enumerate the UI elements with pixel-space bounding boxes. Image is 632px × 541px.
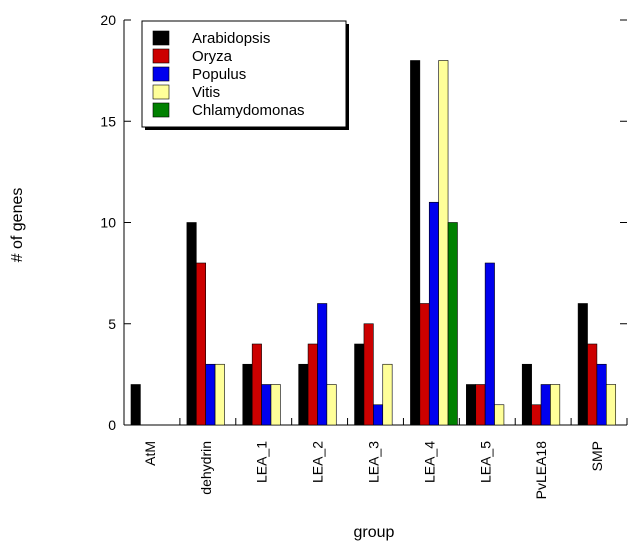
x-tick-label: dehydrin xyxy=(198,441,214,495)
bar-populus-lea_2 xyxy=(317,303,328,426)
x-axis-label: group xyxy=(354,524,395,541)
legend-label: Arabidopsis xyxy=(192,30,270,47)
bar-populus-lea_1 xyxy=(261,384,272,426)
y-tick-label: 15 xyxy=(100,113,116,129)
x-tick-label: LEA_4 xyxy=(421,441,437,483)
bar-oryza-lea_1 xyxy=(251,343,262,426)
bar-arabidopsis-lea_3 xyxy=(354,343,365,426)
legend-swatch xyxy=(152,84,170,100)
legend-swatch xyxy=(152,102,170,118)
bar-vitis-lea_4 xyxy=(438,60,449,426)
bar-arabidopsis-atm xyxy=(130,384,141,426)
bar-vitis-dehydrin xyxy=(214,363,225,426)
bar-arabidopsis-smp xyxy=(577,303,588,426)
x-tick-label: LEA_2 xyxy=(310,441,326,483)
bar-populus-smp xyxy=(596,363,607,426)
bar-oryza-smp xyxy=(587,343,598,426)
bars xyxy=(130,60,617,426)
y-axis-label: # of genes xyxy=(9,188,26,263)
bar-chlamydomonas-lea_4 xyxy=(447,222,458,426)
bar-vitis-lea_5 xyxy=(494,404,505,426)
bar-vitis-smp xyxy=(606,384,617,426)
legend-label: Vitis xyxy=(192,84,220,101)
axes: 0 5 10 15 20 AtM dehydrin LEA_1 LEA_2 LEA_3 LEA_4 L… xyxy=(100,12,628,500)
y-tick-label: 20 xyxy=(100,12,116,28)
x-tick-label: AtM xyxy=(142,441,158,466)
legend-swatch xyxy=(152,48,170,64)
bar-arabidopsis-lea_4 xyxy=(410,60,421,426)
y-tick-label: 0 xyxy=(108,417,116,433)
bar-vitis-lea_2 xyxy=(326,384,337,426)
legend-box xyxy=(141,20,347,128)
bar-arabidopsis-pvlea18 xyxy=(521,363,532,426)
legend: ArabidopsisOryzaPopulusVitisChlamydomona… xyxy=(141,20,349,130)
legend-label: Chlamydomonas xyxy=(192,102,305,119)
bar-oryza-lea_5 xyxy=(475,384,486,426)
bar-arabidopsis-lea_2 xyxy=(298,363,309,426)
legend-label: Oryza xyxy=(192,48,233,65)
bar-arabidopsis-dehydrin xyxy=(186,222,197,426)
bar-vitis-lea_1 xyxy=(270,384,281,426)
bar-populus-lea_4 xyxy=(428,201,439,426)
bar-arabidopsis-lea_5 xyxy=(466,384,477,426)
bar-vitis-pvlea18 xyxy=(550,384,561,426)
x-tick-label: LEA_1 xyxy=(254,441,270,483)
bar-oryza-lea_4 xyxy=(419,303,430,426)
bar-populus-dehydrin xyxy=(205,363,216,426)
bar-arabidopsis-lea_1 xyxy=(242,363,253,426)
x-tick-label: PvLEA18 xyxy=(533,441,549,500)
y-tick-label: 10 xyxy=(100,215,116,231)
bar-vitis-lea_3 xyxy=(382,363,393,426)
y-tick-label: 5 xyxy=(108,316,116,332)
bar-oryza-dehydrin xyxy=(195,262,206,426)
bar-populus-lea_3 xyxy=(373,404,384,426)
legend-label: Populus xyxy=(192,66,246,83)
legend-swatch xyxy=(152,66,170,82)
x-tick-label: LEA_3 xyxy=(366,441,382,483)
bar-oryza-lea_3 xyxy=(363,323,374,426)
bar-oryza-pvlea18 xyxy=(531,404,542,426)
bar-populus-lea_5 xyxy=(484,262,495,426)
bar-oryza-lea_2 xyxy=(307,343,318,426)
bar-populus-pvlea18 xyxy=(540,384,551,426)
legend-swatch xyxy=(152,30,170,46)
x-tick-label: LEA_5 xyxy=(477,441,493,483)
x-tick-label: SMP xyxy=(589,441,605,471)
